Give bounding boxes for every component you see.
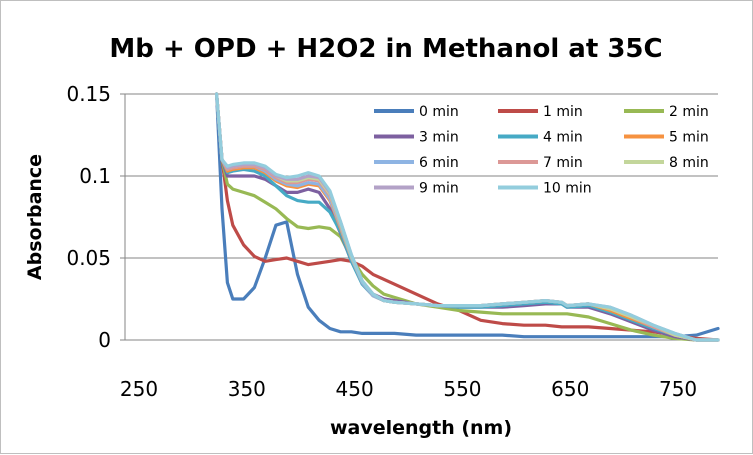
- legend-item: 10 min: [498, 181, 592, 197]
- series-line-0-min: [215, 92, 720, 339]
- x-tick-label: 650: [551, 377, 589, 401]
- legend-item: 2 min: [624, 104, 709, 120]
- y-tick-label: 0.05: [66, 246, 111, 270]
- legend-label: 1 min: [543, 104, 583, 120]
- y-tick-labels: 0 0.05 0.1 0.15: [66, 82, 111, 352]
- legend-label: 10 min: [543, 181, 592, 197]
- series-line-10-min: [215, 92, 720, 342]
- series-line-6-min: [215, 92, 720, 342]
- legend-item: 3 min: [374, 130, 459, 146]
- x-tick-labels: 250 350 450 550 650 750: [120, 377, 697, 401]
- legend-label: 4 min: [543, 130, 583, 146]
- legend-label: 7 min: [543, 155, 583, 171]
- series-line-2-min: [215, 92, 720, 342]
- x-tick-label: 250: [120, 377, 158, 401]
- legend-label: 6 min: [419, 155, 459, 171]
- legend-item: 9 min: [374, 181, 459, 197]
- legend-item: 8 min: [624, 155, 709, 171]
- legend-label: 5 min: [669, 130, 709, 146]
- series-line-7-min: [215, 92, 720, 342]
- series-line-8-min: [215, 92, 720, 342]
- legend-label: 3 min: [419, 130, 459, 146]
- y-tick-label: 0.1: [79, 164, 111, 188]
- x-tick-label: 750: [659, 377, 697, 401]
- legend-item: 5 min: [624, 130, 709, 146]
- y-axis-title: Absorbance: [24, 154, 46, 280]
- legend-item: 4 min: [498, 130, 583, 146]
- series-lines: [215, 92, 720, 342]
- legend-item: 1 min: [498, 104, 583, 120]
- legend-label: 8 min: [669, 155, 709, 171]
- series-line-5-min: [215, 92, 720, 342]
- legend-label: 0 min: [419, 104, 459, 120]
- legend-item: 7 min: [498, 155, 583, 171]
- series-line-3-min: [215, 92, 720, 342]
- series-line-1-min: [215, 92, 720, 342]
- x-tick-label: 450: [336, 377, 374, 401]
- series-line-9-min: [215, 92, 720, 342]
- legend-item: 6 min: [374, 155, 459, 171]
- chart-title: Mb + OPD + H2O2 in Methanol at 35C: [109, 34, 662, 64]
- x-tick-label: 550: [443, 377, 481, 401]
- x-axis-title: wavelength (nm): [330, 417, 512, 439]
- y-tick-label: 0.15: [66, 82, 111, 106]
- legend-item: 0 min: [374, 104, 459, 120]
- legend-label: 9 min: [419, 181, 459, 197]
- series-line-4-min: [215, 92, 720, 342]
- legend-label: 2 min: [669, 104, 709, 120]
- axes: [120, 93, 718, 341]
- legend: 0 min 1 min 2 min 3 min 4 min 5 min 6 min 7 min…: [374, 104, 709, 197]
- y-tick-label: 0: [98, 328, 111, 352]
- x-tick-label: 350: [228, 377, 266, 401]
